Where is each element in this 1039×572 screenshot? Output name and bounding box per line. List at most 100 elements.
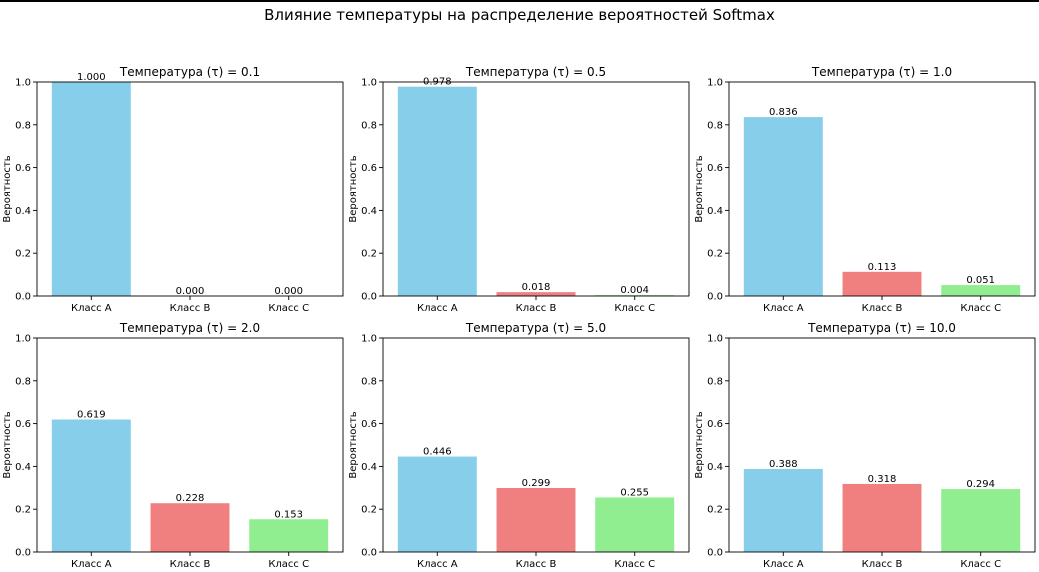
subplot-2-ytick-label: 0.2 <box>361 249 377 260</box>
subplot-4-value-label-1: 0.619 <box>77 410 106 421</box>
subplot-5-title: Температура (τ) = 5.0 <box>465 321 606 335</box>
subplot-5-xtick-label: Класс B <box>516 559 557 570</box>
subplot-2-bar-1 <box>397 86 477 297</box>
subplot-4-xtick-label: Класс C <box>268 559 309 570</box>
subplot-6-ytick-label: 0.2 <box>707 505 723 516</box>
subplot-4-ylabel: Вероятность <box>2 411 13 478</box>
subplot-1-ytick-label: 0.2 <box>15 249 31 260</box>
subplot-2-value-label-2: 0.018 <box>522 282 551 293</box>
subplot-3-xtick-label: Класс C <box>960 303 1001 314</box>
subplot-6-value-label-2: 0.318 <box>868 474 897 485</box>
subplot-1-ytick-label: 1.0 <box>15 78 31 89</box>
subplot-5-ytick-label: 1.0 <box>361 334 377 345</box>
subplot-5-ylabel: Вероятность <box>348 411 359 478</box>
subplot-3-ytick-label: 0.8 <box>707 120 723 131</box>
subplot-2-xtick-label: Класс C <box>614 303 655 314</box>
subplot-1-xtick-label: Класс A <box>71 303 112 314</box>
subplot-6-value-label-3: 0.294 <box>966 479 995 490</box>
subplot-4-title: Температура (τ) = 2.0 <box>119 321 260 335</box>
subplot-4-bar-1 <box>51 419 131 552</box>
subplot-5-ytick-label: 0.2 <box>361 505 377 516</box>
subplot-6-value-label-1: 0.388 <box>769 459 798 470</box>
subplot-2-ytick-label: 1.0 <box>361 78 377 89</box>
subplot-6-xtick-label: Класс C <box>960 559 1001 570</box>
subplot-4-bar-3 <box>249 519 329 552</box>
subplot-4-bar-2 <box>150 503 230 552</box>
subplot-1-value-label-2: 0.000 <box>176 286 205 297</box>
subplot-2-bar-2 <box>496 292 576 296</box>
subplot-1-ytick-label: 0.8 <box>15 120 31 131</box>
subplot-5-value-label-2: 0.299 <box>522 478 551 489</box>
subplot-4-xtick-label: Класс A <box>71 559 112 570</box>
top-border <box>0 0 1039 2</box>
subplot-3-xtick-label: Класс B <box>862 303 903 314</box>
figure-title: Влияние температуры на распределение вер… <box>264 6 775 24</box>
subplot-3-ytick-label: 0.6 <box>707 163 723 174</box>
subplot-6-ytick-label: 0.6 <box>707 419 723 430</box>
subplot-2-value-label-3: 0.004 <box>620 285 649 296</box>
subplot-6-ytick-label: 1.0 <box>707 334 723 345</box>
subplot-6-xtick-label: Класс B <box>862 559 903 570</box>
subplot-6-ytick-label: 0.8 <box>707 376 723 387</box>
subplot-5-xtick-label: Класс C <box>614 559 655 570</box>
subplot-5-ytick-label: 0.8 <box>361 376 377 387</box>
subplot-4-ytick-label: 1.0 <box>15 334 31 345</box>
subplot-3-ylabel: Вероятность <box>694 155 705 222</box>
subplot-6-title: Температура (τ) = 10.0 <box>807 321 956 335</box>
subplot-6-bar-2 <box>842 483 922 552</box>
subplot-4-ytick-label: 0.2 <box>15 505 31 516</box>
subplot-3-ytick-label: 1.0 <box>707 78 723 89</box>
subplot-2-title: Температура (τ) = 0.5 <box>465 65 606 79</box>
subplot-5-value-label-1: 0.446 <box>423 447 452 458</box>
subplot-3-title: Температура (τ) = 1.0 <box>811 65 952 79</box>
subplot-4-ytick-label: 0.4 <box>15 462 31 473</box>
subplot-1-value-label-3: 0.000 <box>274 286 303 297</box>
subplot-3-xtick-label: Класс A <box>763 303 804 314</box>
subplot-2-ytick-label: 0.8 <box>361 120 377 131</box>
subplot-2-ylabel: Вероятность <box>348 155 359 222</box>
subplot-4-xtick-label: Класс B <box>170 559 211 570</box>
subplot-1-value-label-1: 1.000 <box>77 72 106 83</box>
subplot-3-ytick-label: 0.4 <box>707 206 723 217</box>
subplot-6-ytick-label: 0.4 <box>707 462 723 473</box>
subplot-1-xtick-label: Класс B <box>170 303 211 314</box>
subplot-3-ytick-label: 0.2 <box>707 249 723 260</box>
subplot-2-xtick-label: Класс A <box>417 303 458 314</box>
subplot-5-bar-1 <box>397 456 477 552</box>
subplot-5-xtick-label: Класс A <box>417 559 458 570</box>
subplot-6-bar-3 <box>941 489 1021 552</box>
subplot-1-bar-1 <box>51 82 131 296</box>
subplot-5-ytick-label: 0.4 <box>361 462 377 473</box>
subplot-2-ytick-label: 0.4 <box>361 206 377 217</box>
subplot-3-bar-2 <box>842 271 922 296</box>
subplot-4-value-label-3: 0.153 <box>274 509 303 520</box>
subplot-3-value-label-2: 0.113 <box>868 262 897 273</box>
subplot-3-bar-3 <box>941 285 1021 296</box>
subplot-2-ytick-label: 0.0 <box>361 292 377 303</box>
subplot-3-value-label-3: 0.051 <box>966 275 995 286</box>
subplot-1-ytick-label: 0.0 <box>15 292 31 303</box>
subplot-3-bar-1 <box>743 117 823 296</box>
subplot-6-ylabel: Вероятность <box>694 411 705 478</box>
subplot-3-ytick-label: 0.0 <box>707 292 723 303</box>
subplot-5-ytick-label: 0.6 <box>361 419 377 430</box>
subplot-6-bar-1 <box>743 468 823 552</box>
subplot-4-value-label-2: 0.228 <box>176 493 205 504</box>
subplot-6-xtick-label: Класс A <box>763 559 804 570</box>
subplot-5-value-label-3: 0.255 <box>620 487 649 498</box>
subplot-4-ytick-label: 0.8 <box>15 376 31 387</box>
subplot-6-ytick-label: 0.0 <box>707 548 723 559</box>
subplot-2-value-label-1: 0.978 <box>423 77 452 88</box>
subplot-5-ytick-label: 0.0 <box>361 548 377 559</box>
subplot-4-ytick-label: 0.6 <box>15 419 31 430</box>
subplot-2-ytick-label: 0.6 <box>361 163 377 174</box>
subplot-5-bar-3 <box>595 497 675 552</box>
subplot-1-title: Температура (τ) = 0.1 <box>119 65 260 79</box>
subplot-1-ytick-label: 0.6 <box>15 163 31 174</box>
subplot-2-xtick-label: Класс B <box>516 303 557 314</box>
subplot-1-xtick-label: Класс C <box>268 303 309 314</box>
subplot-4-ytick-label: 0.0 <box>15 548 31 559</box>
subplot-1-ylabel: Вероятность <box>2 155 13 222</box>
subplot-1-ytick-label: 0.4 <box>15 206 31 217</box>
